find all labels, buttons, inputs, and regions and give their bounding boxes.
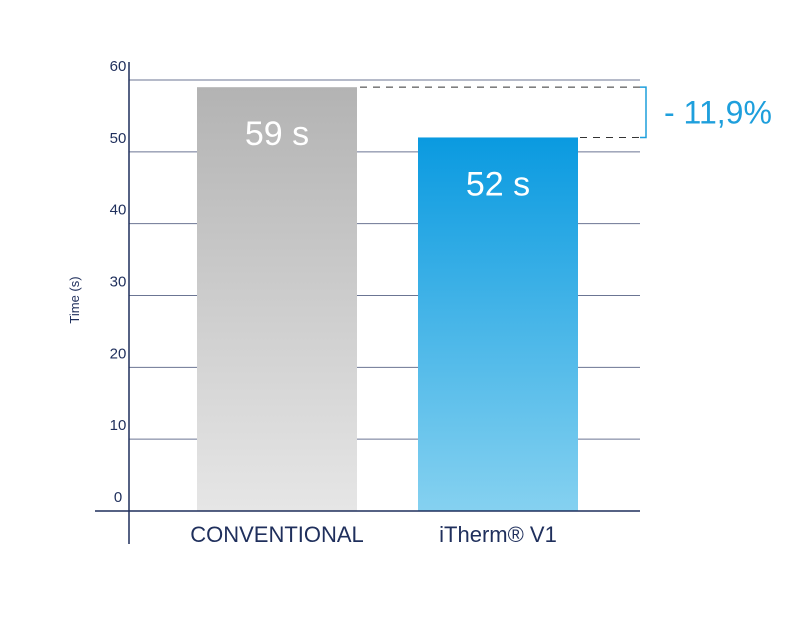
y-axis-label: Time (s) <box>67 276 82 323</box>
category-labels: CONVENTIONAL iTherm® V1 <box>190 522 557 547</box>
difference-label: - 11,9% <box>664 94 772 130</box>
bar-data-label: 52 s <box>466 165 530 203</box>
difference-annotation: - 11,9% <box>360 86 772 139</box>
bar-data-label: 59 s <box>245 115 309 153</box>
y-tick-label: 40 <box>110 202 127 219</box>
y-tick-labels: 0 10 20 30 40 50 60 <box>110 58 127 506</box>
y-tick-label: 30 <box>110 274 127 291</box>
y-tick-label: 20 <box>110 345 127 362</box>
y-tick-label: 10 <box>110 417 127 434</box>
y-tick-label: 60 <box>110 58 127 75</box>
y-tick-label: 50 <box>110 130 127 147</box>
bar <box>418 137 578 511</box>
axes <box>95 62 640 544</box>
y-tick-label: 0 <box>114 489 122 506</box>
category-label: iTherm® V1 <box>439 522 557 547</box>
bars: 59 s 52 s <box>197 87 578 511</box>
bar <box>197 87 357 511</box>
difference-bracket <box>640 86 647 139</box>
category-label: CONVENTIONAL <box>190 522 364 547</box>
